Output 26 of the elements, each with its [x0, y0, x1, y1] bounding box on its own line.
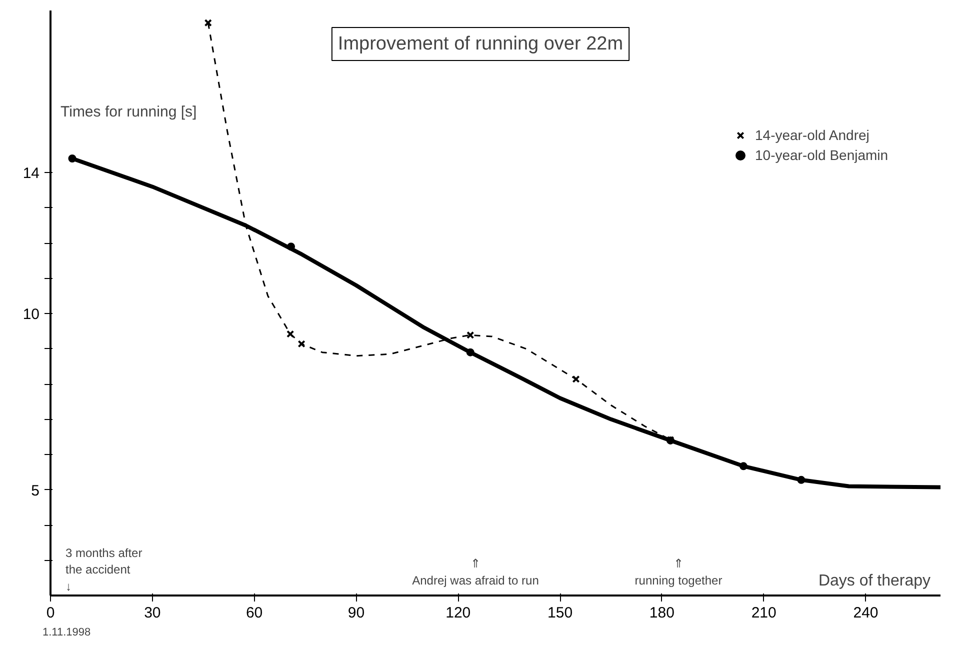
annotation: ⇑ Andrej was afraid to run — [412, 556, 539, 588]
legend-label: 14-year-old Andrej — [755, 127, 870, 143]
y-axis-title: Times for running [s] — [60, 104, 197, 120]
x-tick-label: 30 — [144, 604, 161, 622]
text: 1.11.1998 — [42, 626, 91, 638]
annotation: 3 months after the accident ↓ — [66, 546, 142, 594]
point — [298, 340, 306, 348]
y-tick-label: 5 — [31, 482, 40, 500]
x-tick-label: 90 — [348, 604, 365, 622]
x-tick-label: 150 — [548, 604, 573, 622]
y-tick-label: 10 — [22, 306, 40, 324]
legend-label: 10-year-old Benjamin — [755, 147, 888, 163]
y-tick-label: 14 — [22, 165, 40, 182]
text: Improvement of running over 22m — [338, 34, 624, 54]
x-tick-label: 210 — [751, 604, 776, 622]
point — [204, 19, 212, 27]
x-axis-title: Days of therapy — [818, 572, 931, 590]
x-tick-label: 0 — [46, 604, 55, 622]
x-tick-label: 60 — [246, 604, 263, 622]
x-tick-label: 120 — [446, 604, 471, 622]
point — [572, 375, 580, 383]
point — [286, 330, 294, 338]
annotation: ⇑ running together — [634, 556, 722, 588]
x-tick-label: 240 — [853, 604, 878, 622]
point — [466, 331, 474, 339]
x-tick-label: 180 — [649, 604, 674, 622]
